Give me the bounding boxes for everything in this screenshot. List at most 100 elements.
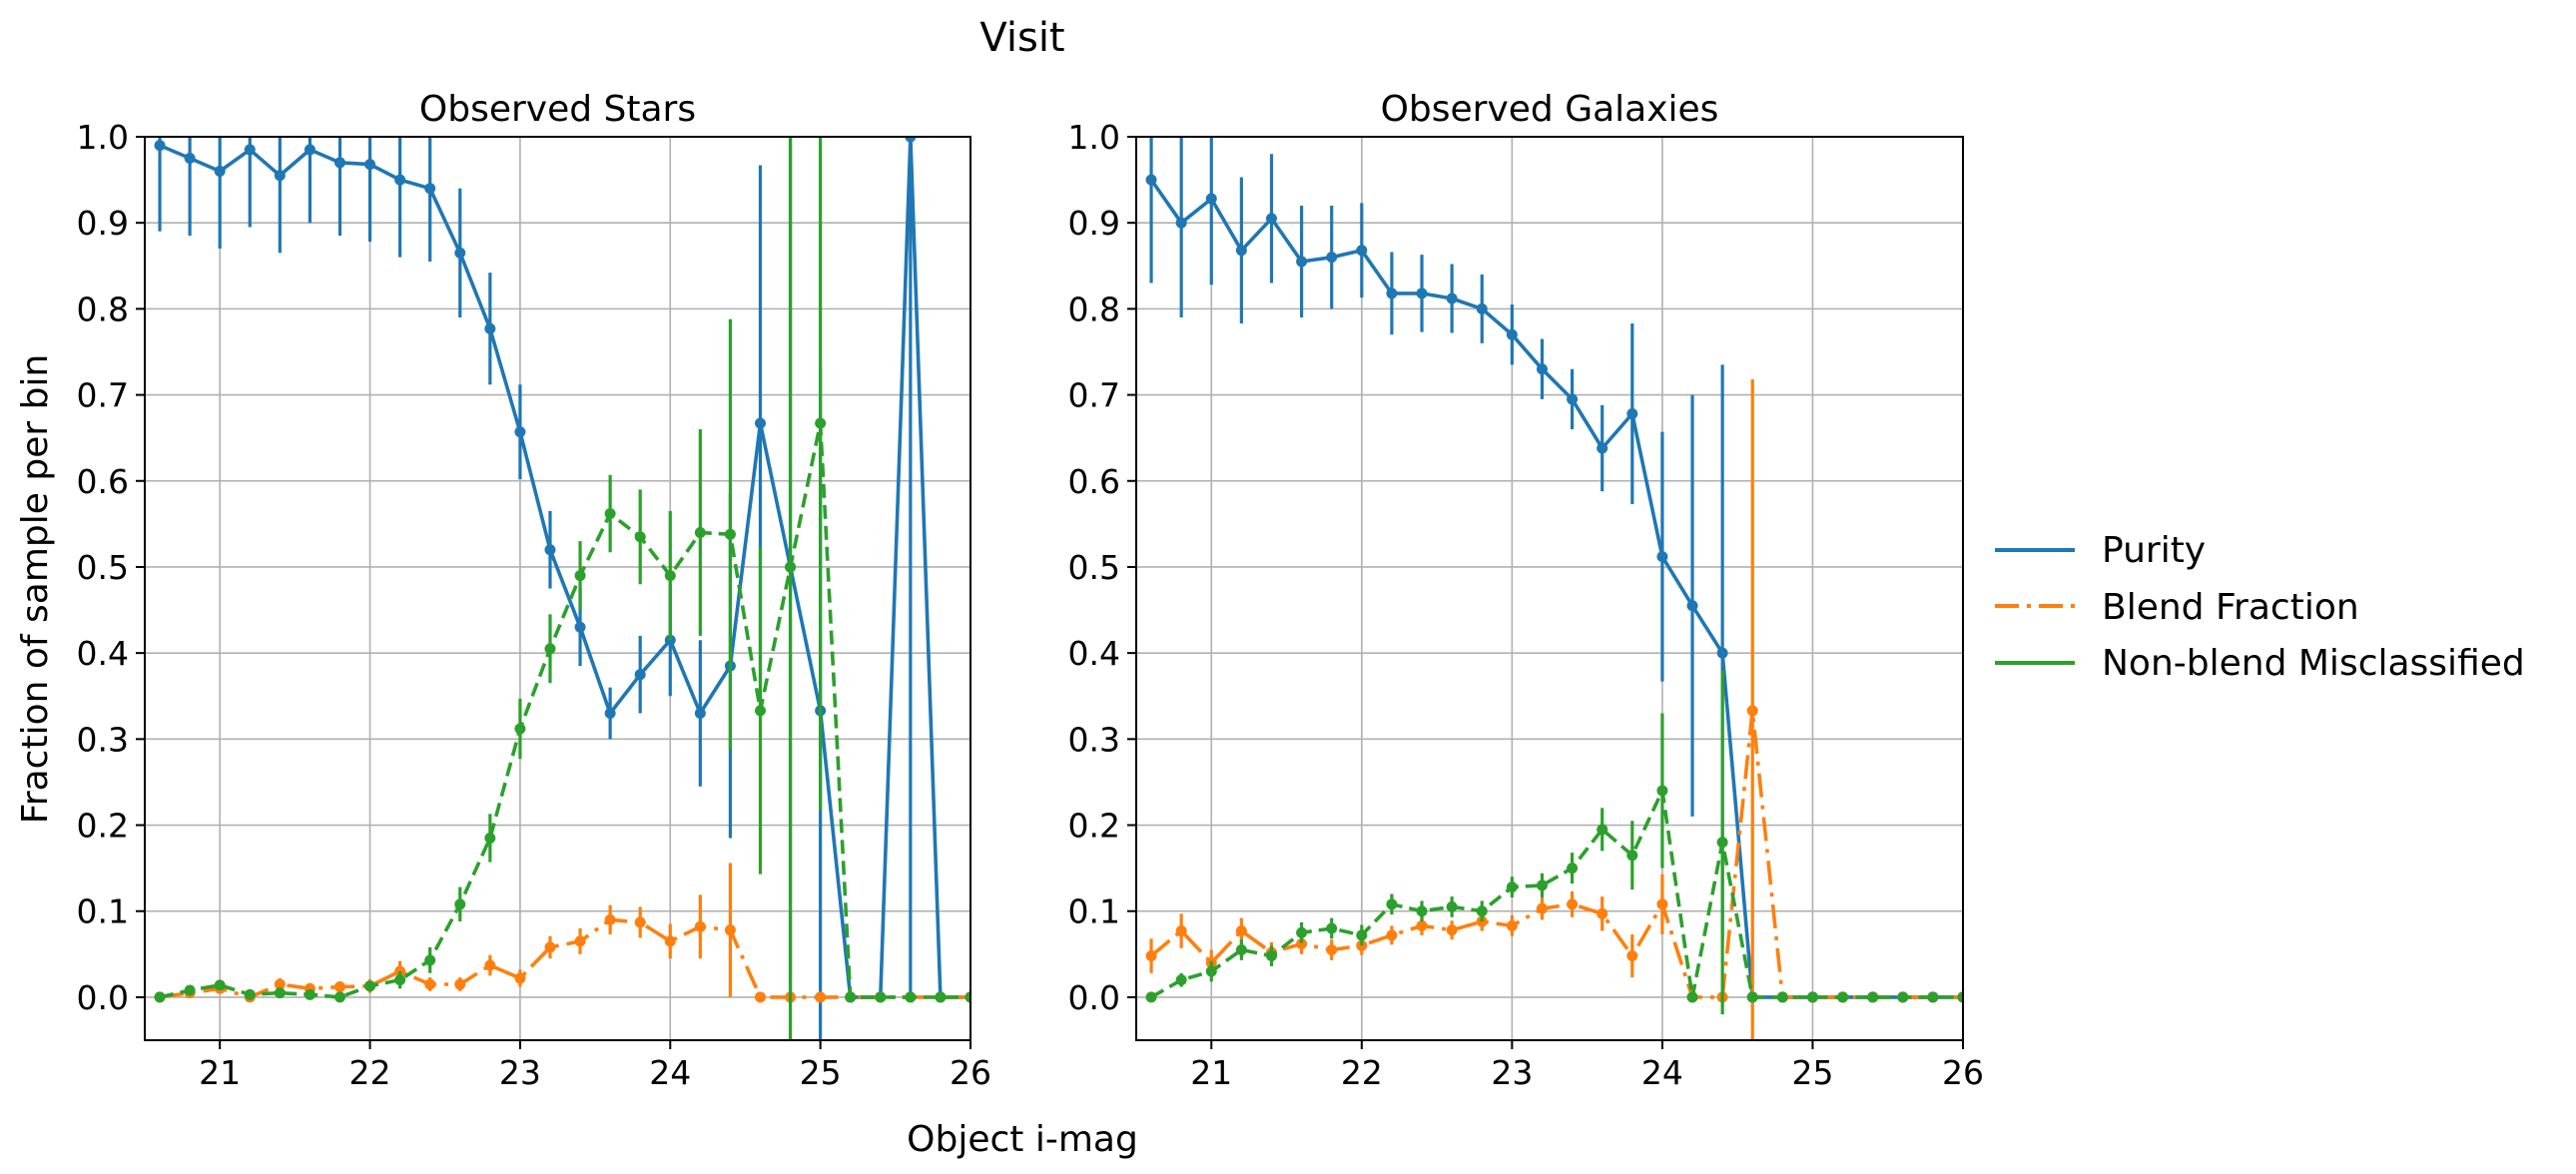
y-axis-label: Fraction of sample per bin [15, 354, 56, 825]
data-point [544, 941, 556, 953]
data-point [274, 987, 286, 999]
data-point [604, 913, 616, 925]
data-point [424, 978, 436, 990]
data-point [274, 978, 286, 990]
data-point [333, 157, 345, 169]
data-point [454, 898, 466, 910]
data-point [694, 526, 706, 538]
y-tick-label: 0.7 [1068, 376, 1120, 415]
data-point [484, 959, 496, 971]
data-point [754, 417, 766, 429]
series-purity [154, 137, 970, 1040]
x-tick-label: 26 [1942, 1053, 1984, 1092]
x-axis-label: Object i-mag [907, 1119, 1138, 1160]
data-point [1927, 991, 1939, 1003]
data-point [1656, 551, 1668, 563]
data-point [1506, 881, 1518, 893]
data-point [244, 988, 256, 1000]
y-tick-label: 0.3 [77, 720, 129, 759]
data-point [1235, 944, 1247, 955]
series-blend-fraction [154, 863, 970, 1003]
plot-area [1145, 137, 1963, 1040]
x-tick-label: 22 [349, 1053, 391, 1092]
data-point [1506, 919, 1518, 931]
axes-frame [144, 136, 971, 1041]
data-point [1716, 647, 1728, 659]
data-point [1746, 991, 1758, 1003]
data-point [1356, 929, 1368, 941]
data-point [634, 916, 646, 928]
data-point [1506, 328, 1518, 340]
data-point [1567, 393, 1579, 405]
data-point [574, 621, 586, 633]
data-point [1626, 408, 1638, 420]
data-point [845, 991, 857, 1003]
figure-suptitle: Visit [979, 15, 1064, 61]
axes-frame [1135, 136, 1964, 1041]
data-point [244, 144, 256, 156]
data-point [1296, 937, 1308, 949]
data-point [1626, 850, 1638, 862]
data-point [1145, 950, 1157, 962]
data-point [1416, 905, 1428, 917]
data-point [815, 417, 827, 429]
x-tick-label: 24 [1641, 1053, 1683, 1092]
series-blend-fraction [1145, 379, 1963, 1040]
data-point [1867, 991, 1879, 1003]
data-point [1567, 898, 1579, 910]
series-line [159, 421, 970, 999]
y-tick-label: 0.9 [77, 204, 129, 243]
y-tick-label: 0.7 [77, 376, 129, 415]
data-point [1386, 288, 1398, 299]
series-line [1149, 179, 1963, 999]
data-point [694, 920, 706, 932]
data-point [1296, 256, 1308, 268]
data-point [1446, 900, 1458, 912]
data-point [394, 174, 406, 186]
panel-observed-galaxies: 21 22 23 24 25 26 0.0 0.1 0.2 0.3 0.4 0.5 0.6 0.7 0.8 0… [1068, 89, 1984, 1092]
data-point [364, 980, 376, 992]
data-point [184, 153, 196, 165]
data-point [634, 531, 646, 543]
data-point [1597, 824, 1609, 836]
data-point [1446, 293, 1458, 304]
y-tick-label: 1.0 [77, 118, 129, 157]
data-point [1175, 974, 1187, 986]
data-point [1686, 600, 1698, 612]
y-tick-label: 0.1 [77, 892, 129, 931]
data-point [1536, 363, 1548, 375]
data-point [724, 528, 736, 540]
x-tick-label: 26 [950, 1053, 991, 1092]
y-tick-label: 0.8 [77, 290, 129, 328]
y-tick-label: 0.8 [1068, 290, 1120, 328]
legend-blend-fraction-label: Blend Fraction [2102, 587, 2359, 628]
x-tick-label: 21 [199, 1053, 241, 1092]
data-point [905, 137, 917, 143]
data-point [514, 426, 526, 438]
y-tick-label: 0.3 [1068, 720, 1120, 759]
data-point [333, 981, 345, 993]
data-point [1326, 252, 1338, 264]
data-point [1957, 991, 1963, 1003]
data-point [1235, 245, 1247, 257]
data-point [724, 924, 736, 936]
data-point [1145, 991, 1157, 1003]
series-line [159, 137, 970, 999]
x-tick-label: 22 [1341, 1053, 1383, 1092]
data-point [214, 979, 226, 991]
data-point [634, 669, 646, 681]
data-point [1326, 922, 1338, 934]
y-tick-label: 0.9 [1068, 204, 1120, 243]
data-point [454, 247, 466, 259]
data-point [364, 159, 376, 171]
data-point [1386, 898, 1398, 910]
x-tick-label: 24 [649, 1053, 691, 1092]
data-point [1597, 442, 1609, 454]
data-point [1536, 902, 1548, 914]
x-tick-label: 25 [1791, 1053, 1833, 1092]
data-point [604, 707, 616, 719]
data-point [1626, 950, 1638, 962]
y-tick-label: 0.5 [1068, 548, 1120, 587]
series-line [1150, 789, 1963, 999]
